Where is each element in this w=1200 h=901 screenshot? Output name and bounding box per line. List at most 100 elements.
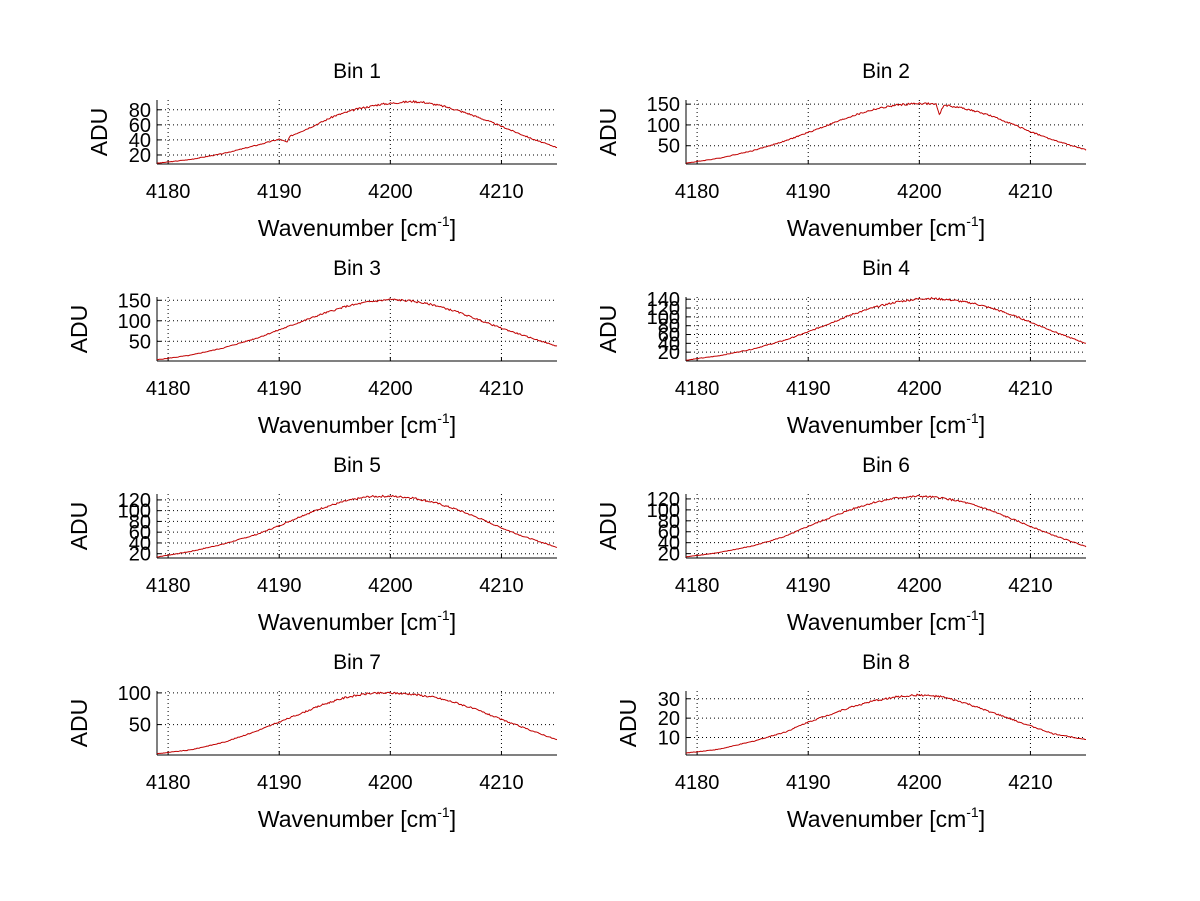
y-tick-label: 50 xyxy=(658,136,680,158)
x-tick-label: 4190 xyxy=(786,772,831,794)
spectrum-line xyxy=(157,298,558,361)
x-axis-label: Wavenumber [cm-1] xyxy=(258,410,456,438)
y-tick-label: 10 xyxy=(658,728,680,750)
x-axis-label-end: ] xyxy=(450,215,456,241)
x-tick-label: 4180 xyxy=(675,575,720,597)
x-tick-label: 4210 xyxy=(1008,378,1053,400)
y-tick-label: 20 xyxy=(658,544,680,566)
x-axis-label-main: Wavenumber [cm xyxy=(258,215,437,241)
x-tick-label: 4180 xyxy=(146,181,191,203)
x-axis-label: Wavenumber [cm-1] xyxy=(258,213,456,241)
y-axis-label: ADU xyxy=(86,108,112,157)
x-tick-label: 4180 xyxy=(675,181,720,203)
x-tick-label: 4200 xyxy=(897,772,942,794)
x-axis-label-sup: -1 xyxy=(437,804,450,820)
panel-title: Bin 2 xyxy=(862,60,910,83)
y-tick-label: 40 xyxy=(658,333,680,355)
y-axis-label: ADU xyxy=(66,305,92,354)
y-axis-label: ADU xyxy=(595,502,621,551)
x-axis-label: Wavenumber [cm-1] xyxy=(787,213,985,241)
y-tick-label: 100 xyxy=(118,683,151,705)
x-tick-label: 4200 xyxy=(368,772,413,794)
x-axis-label-end: ] xyxy=(450,412,456,438)
x-tick-label: 4190 xyxy=(257,575,302,597)
panel-title: Bin 7 xyxy=(333,651,381,674)
x-axis-label: Wavenumber [cm-1] xyxy=(787,804,985,832)
spectrum-line xyxy=(685,494,1087,558)
x-tick-label: 4210 xyxy=(479,181,524,203)
x-axis-label: Wavenumber [cm-1] xyxy=(787,410,985,438)
y-tick-label: 80 xyxy=(129,100,151,122)
x-axis-label-sup: -1 xyxy=(966,213,979,229)
x-axis-label-main: Wavenumber [cm xyxy=(787,215,966,241)
x-tick-label: 4200 xyxy=(368,575,413,597)
x-axis-label-sup: -1 xyxy=(966,804,979,820)
x-tick-label: 4180 xyxy=(146,772,191,794)
x-axis-label: Wavenumber [cm-1] xyxy=(258,804,456,832)
x-tick-label: 4210 xyxy=(479,378,524,400)
x-axis-label: Wavenumber [cm-1] xyxy=(258,607,456,635)
x-axis-label-end: ] xyxy=(979,412,985,438)
spectrum-line xyxy=(156,691,558,755)
x-tick-label: 4200 xyxy=(897,181,942,203)
y-tick-label: 40 xyxy=(129,533,151,555)
y-axis-label: ADU xyxy=(66,699,92,748)
x-tick-label: 4210 xyxy=(1008,575,1053,597)
x-tick-label: 4180 xyxy=(146,575,191,597)
x-tick-label: 4210 xyxy=(479,575,524,597)
x-axis-label-end: ] xyxy=(979,609,985,635)
y-axis-label: ADU xyxy=(66,502,92,551)
y-tick-label: 20 xyxy=(129,544,151,566)
x-axis-label: Wavenumber [cm-1] xyxy=(787,607,985,635)
y-tick-label: 120 xyxy=(647,489,680,511)
x-tick-label: 4190 xyxy=(786,575,831,597)
panel-title: Bin 1 xyxy=(333,60,381,83)
x-axis-label-sup: -1 xyxy=(966,607,979,623)
x-axis-label-end: ] xyxy=(450,806,456,832)
x-tick-label: 4210 xyxy=(479,772,524,794)
y-tick-label: 40 xyxy=(658,533,680,555)
y-tick-label: 20 xyxy=(658,708,680,730)
x-axis-label-end: ] xyxy=(979,806,985,832)
y-tick-label: 30 xyxy=(658,689,680,711)
x-axis-label-sup: -1 xyxy=(437,410,450,426)
x-axis-label-end: ] xyxy=(979,215,985,241)
x-tick-label: 4180 xyxy=(675,378,720,400)
spectrum-line xyxy=(156,99,558,164)
y-tick-label: 80 xyxy=(129,511,151,533)
y-tick-label: 100 xyxy=(118,501,151,523)
panel-title: Bin 6 xyxy=(862,454,910,477)
panel-title: Bin 8 xyxy=(862,651,910,674)
x-tick-label: 4200 xyxy=(897,575,942,597)
panel-title: Bin 3 xyxy=(333,257,381,280)
x-tick-label: 4190 xyxy=(786,181,831,203)
y-tick-label: 50 xyxy=(129,715,151,737)
spectrum-line xyxy=(685,296,1087,361)
x-tick-label: 4200 xyxy=(897,378,942,400)
y-tick-label: 60 xyxy=(658,522,680,544)
y-tick-label: 100 xyxy=(647,307,680,329)
y-tick-label: 60 xyxy=(129,115,151,137)
y-tick-label: 60 xyxy=(129,522,151,544)
y-tick-label: 150 xyxy=(118,290,151,312)
y-tick-label: 100 xyxy=(647,500,680,522)
y-tick-label: 120 xyxy=(118,490,151,512)
y-tick-label: 100 xyxy=(118,311,151,333)
y-tick-label: 20 xyxy=(658,342,680,364)
panel-title: Bin 4 xyxy=(862,257,910,280)
y-axis-label: ADU xyxy=(615,699,641,748)
x-axis-label-main: Wavenumber [cm xyxy=(787,609,966,635)
x-axis-label-sup: -1 xyxy=(437,607,450,623)
x-axis-label-main: Wavenumber [cm xyxy=(258,412,437,438)
spectrum-line xyxy=(685,102,1087,164)
panel-title: Bin 5 xyxy=(333,454,381,477)
y-tick-label: 50 xyxy=(129,331,151,353)
x-tick-label: 4200 xyxy=(368,181,413,203)
